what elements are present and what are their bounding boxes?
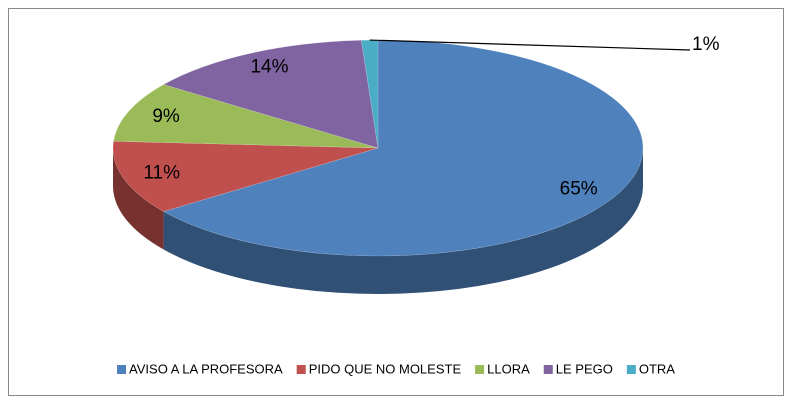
legend-swatch	[543, 365, 553, 374]
slice-side	[113, 148, 164, 250]
legend-swatch	[296, 365, 306, 374]
legend-label: OTRA	[639, 361, 675, 376]
legend-label: PIDO QUE NO MOLESTE	[309, 361, 462, 376]
legend-label: AVISO A LA PROFESORA	[129, 361, 283, 376]
slice	[162, 39, 644, 257]
slice	[162, 39, 379, 149]
legend: AVISO A LA PROFESORA PIDO QUE NO MOLESTE L…	[117, 361, 675, 376]
data-label: 14%	[250, 57, 288, 78]
data-label: 9%	[152, 106, 180, 127]
legend-label: LLORA	[487, 361, 530, 376]
legend-label: LE PEGO	[556, 361, 613, 376]
data-label: 1%	[692, 34, 720, 55]
data-label: 11%	[143, 163, 180, 184]
slice-side	[163, 148, 643, 294]
legend-swatch	[475, 365, 485, 374]
legend-swatch	[626, 365, 636, 374]
data-label: 65%	[560, 179, 598, 200]
legend-swatch	[117, 365, 127, 374]
slice	[113, 84, 379, 149]
leader-line	[369, 39, 691, 51]
slice	[112, 140, 379, 212]
